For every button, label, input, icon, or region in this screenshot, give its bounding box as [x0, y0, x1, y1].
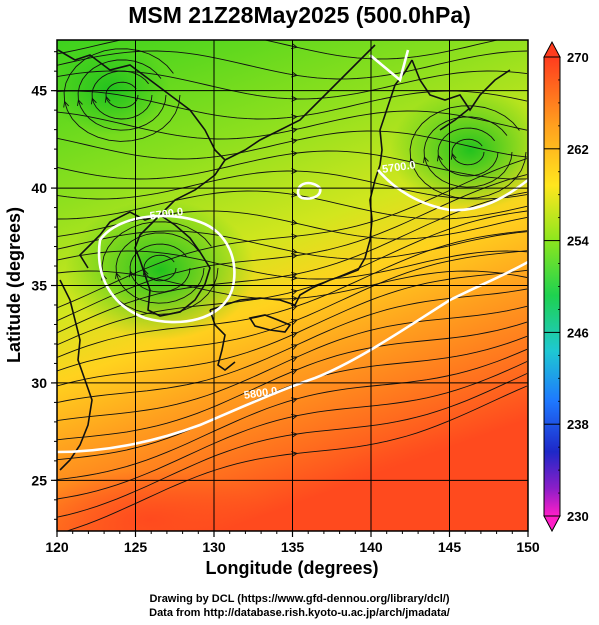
colorbar-upper-arrow	[543, 40, 561, 58]
y-tick-label: 25	[31, 472, 47, 488]
x-tick-label: 135	[281, 539, 305, 555]
streamline-arrow	[436, 154, 443, 162]
colorbar-tick-label: 254	[567, 234, 589, 249]
streamline-arrow	[291, 289, 298, 296]
colorbar: 270 262 254 246 238 230	[543, 40, 589, 533]
streamline-arrow	[291, 191, 299, 198]
streamline-arrow	[291, 138, 299, 145]
streamline-arrow	[291, 274, 299, 281]
y-tick-label: 45	[31, 83, 47, 99]
colorbar-tick-label: 270	[567, 50, 589, 65]
streamline	[437, 127, 499, 177]
streamline-arrow	[142, 268, 149, 276]
streamline	[63, 48, 181, 142]
colorbar-lower-arrow	[543, 515, 561, 533]
y-tick-label: 40	[31, 180, 47, 196]
streamline	[409, 105, 527, 199]
streamline-arrow	[115, 272, 121, 279]
streamline-arrow	[63, 100, 70, 108]
streamline-arrow	[291, 397, 299, 404]
streamline-arrow	[423, 156, 429, 163]
streamline-arrow	[291, 413, 299, 420]
streamline-arrow	[291, 253, 299, 260]
x-tick-label: 130	[202, 539, 226, 555]
streamline-arrow	[128, 270, 135, 278]
colorbar-tick-label: 238	[567, 417, 589, 432]
streamline	[423, 116, 513, 188]
coastlines	[57, 44, 511, 471]
colorbar-tick-label: 230	[567, 509, 589, 524]
x-tick-label: 120	[45, 539, 69, 555]
contour-label: 5800.0	[243, 385, 278, 402]
x-tick-label: 150	[516, 539, 540, 555]
streamline-arrow	[291, 233, 299, 240]
streamline	[105, 81, 139, 109]
x-axis: 120 125 130 135 140 145 150	[45, 531, 540, 555]
streamline-arrow	[291, 450, 299, 457]
colorbar-ticks: 270 262 254 246 238 230	[544, 50, 589, 524]
y-axis: 25 30 35 40 45	[31, 51, 57, 520]
x-tick-label: 125	[124, 539, 148, 555]
colorbar-tick-label: 246	[567, 325, 589, 340]
credit-data: Data from http://database.rish.kyoto-u.a…	[149, 607, 450, 619]
x-tick-label: 145	[438, 539, 462, 555]
chart-title: MSM 21Z28May2025 (500.0hPa)	[128, 2, 471, 28]
streamline-arrow	[90, 97, 97, 105]
credit-drawing: Drawing by DCL (https://www.gfd-dennou.o…	[149, 593, 450, 605]
y-axis-label: Latitude (degrees)	[4, 207, 24, 363]
x-tick-label: 140	[359, 539, 383, 555]
contour-labels: 5700.0 5700.0 5800.0	[149, 159, 416, 402]
streamline	[77, 59, 167, 131]
streamline-arrow	[77, 99, 83, 106]
streamline	[91, 70, 153, 120]
streamline-arrow	[291, 127, 299, 134]
streamline-arrow	[291, 295, 299, 302]
streamline	[451, 138, 485, 166]
streamline-arrow	[409, 157, 416, 165]
streamline-arrow	[291, 248, 299, 255]
streamline-arrow	[291, 71, 299, 78]
streamline-arrow	[291, 95, 299, 102]
streamline-arrow	[450, 152, 457, 160]
streamline-arrow	[291, 167, 299, 175]
streamline-arrow	[291, 304, 298, 311]
contour-label: 5700.0	[149, 206, 184, 223]
streamline-arrow	[104, 95, 111, 103]
streamline-arrow	[291, 150, 299, 157]
contour-label: 5700.0	[381, 159, 416, 176]
streamline	[129, 243, 191, 293]
colorbar-tick-label: 262	[567, 142, 589, 157]
streamline-arrow	[291, 43, 299, 50]
temperature-field: 5700.0 5700.0 5800.0	[57, 40, 528, 531]
y-tick-label: 35	[31, 278, 47, 294]
x-axis-label: Longitude (degrees)	[205, 558, 378, 578]
streamline-arrow	[291, 219, 299, 226]
streamline-arrow	[291, 431, 299, 438]
streamline	[115, 232, 205, 304]
y-tick-label: 30	[31, 375, 47, 391]
streamline	[143, 254, 177, 282]
streamline-arrow	[291, 114, 299, 121]
